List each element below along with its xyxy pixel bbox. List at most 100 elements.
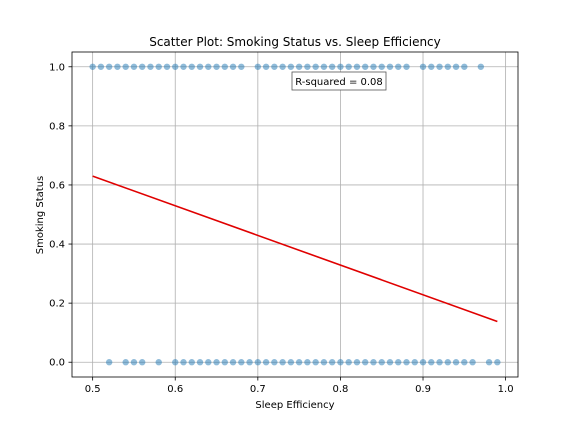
grid-lines <box>72 52 518 377</box>
data-point <box>337 63 344 70</box>
data-point <box>378 63 385 70</box>
data-point <box>353 63 361 70</box>
data-point <box>403 63 410 70</box>
data-point <box>188 63 195 70</box>
data-point <box>97 63 105 70</box>
data-point <box>312 359 319 366</box>
data-point <box>122 359 129 366</box>
data-point <box>461 359 468 366</box>
data-point <box>238 63 245 70</box>
data-point <box>295 63 303 70</box>
data-point <box>279 359 286 366</box>
data-point <box>271 359 278 366</box>
data-point <box>461 63 468 70</box>
data-point <box>130 63 138 70</box>
x-tick-label: 0.6 <box>167 384 183 395</box>
data-point <box>89 63 96 70</box>
data-point <box>386 63 394 70</box>
data-point <box>271 63 278 70</box>
x-tick-label: 0.8 <box>332 384 348 395</box>
data-point <box>262 63 270 70</box>
data-point <box>105 359 113 366</box>
data-point <box>304 63 311 70</box>
data-point <box>172 359 179 366</box>
data-point <box>139 63 146 70</box>
data-point <box>428 63 435 70</box>
y-tick-label: 0.6 <box>49 180 65 191</box>
data-point <box>180 359 187 366</box>
data-point <box>444 359 451 366</box>
data-point <box>370 63 377 70</box>
data-point <box>139 359 146 366</box>
data-point <box>188 359 195 366</box>
data-point <box>304 359 311 366</box>
data-point <box>337 359 344 366</box>
y-axis-ticks: 0.0 0.2 0.4 0.6 0.8 1.0 <box>49 62 72 369</box>
data-point <box>378 359 385 366</box>
data-point <box>287 63 295 70</box>
data-point <box>477 63 485 70</box>
y-tick-label: 0.2 <box>49 299 65 310</box>
data-point <box>213 63 220 70</box>
data-point <box>254 359 262 366</box>
y-tick-label: 0.0 <box>49 358 65 369</box>
data-point <box>155 63 162 70</box>
data-point <box>436 359 443 366</box>
y-tick-label: 1.0 <box>49 62 65 73</box>
data-point <box>205 359 212 366</box>
data-point <box>229 359 237 366</box>
data-point <box>485 359 493 366</box>
annotation-text: R-squared = 0.08 <box>295 77 383 88</box>
data-point <box>469 359 476 366</box>
data-point <box>320 359 328 366</box>
y-tick-label: 0.8 <box>49 121 65 132</box>
data-point <box>196 359 204 366</box>
data-point <box>287 359 295 366</box>
x-axis-label: Sleep Efficiency <box>255 400 334 411</box>
data-point <box>403 359 410 366</box>
data-point <box>411 359 418 366</box>
data-point <box>295 359 303 366</box>
data-point <box>238 359 245 366</box>
data-point <box>221 63 228 70</box>
data-point <box>180 63 187 70</box>
data-point <box>328 63 336 70</box>
data-points <box>89 63 501 366</box>
data-point <box>213 359 220 366</box>
data-point <box>444 63 451 70</box>
y-tick-label: 0.4 <box>49 240 65 251</box>
data-point <box>436 63 443 70</box>
data-point <box>254 63 262 70</box>
data-point <box>353 359 361 366</box>
data-point <box>155 359 162 366</box>
data-point <box>122 63 129 70</box>
data-point <box>395 63 402 70</box>
data-point <box>172 63 179 70</box>
data-point <box>362 359 369 366</box>
data-point <box>279 63 286 70</box>
regression-line <box>92 175 498 323</box>
data-point <box>386 359 394 366</box>
x-tick-label: 0.7 <box>250 384 266 395</box>
data-point <box>328 359 336 366</box>
data-point <box>395 359 402 366</box>
data-point <box>205 63 212 70</box>
data-point <box>221 359 228 366</box>
data-point <box>370 359 377 366</box>
data-point <box>147 63 154 70</box>
data-point <box>494 359 501 366</box>
r-squared-annotation: R-squared = 0.08 <box>291 71 387 91</box>
annotation-box <box>291 71 387 91</box>
data-point <box>163 63 171 70</box>
data-point <box>419 63 427 70</box>
data-point <box>114 63 121 70</box>
data-point <box>452 359 460 366</box>
data-point <box>262 359 270 366</box>
data-point <box>345 359 352 366</box>
data-point <box>428 359 435 366</box>
data-point <box>312 63 319 70</box>
plot-area-frame <box>71 51 519 378</box>
x-tick-label: 0.5 <box>85 384 101 395</box>
